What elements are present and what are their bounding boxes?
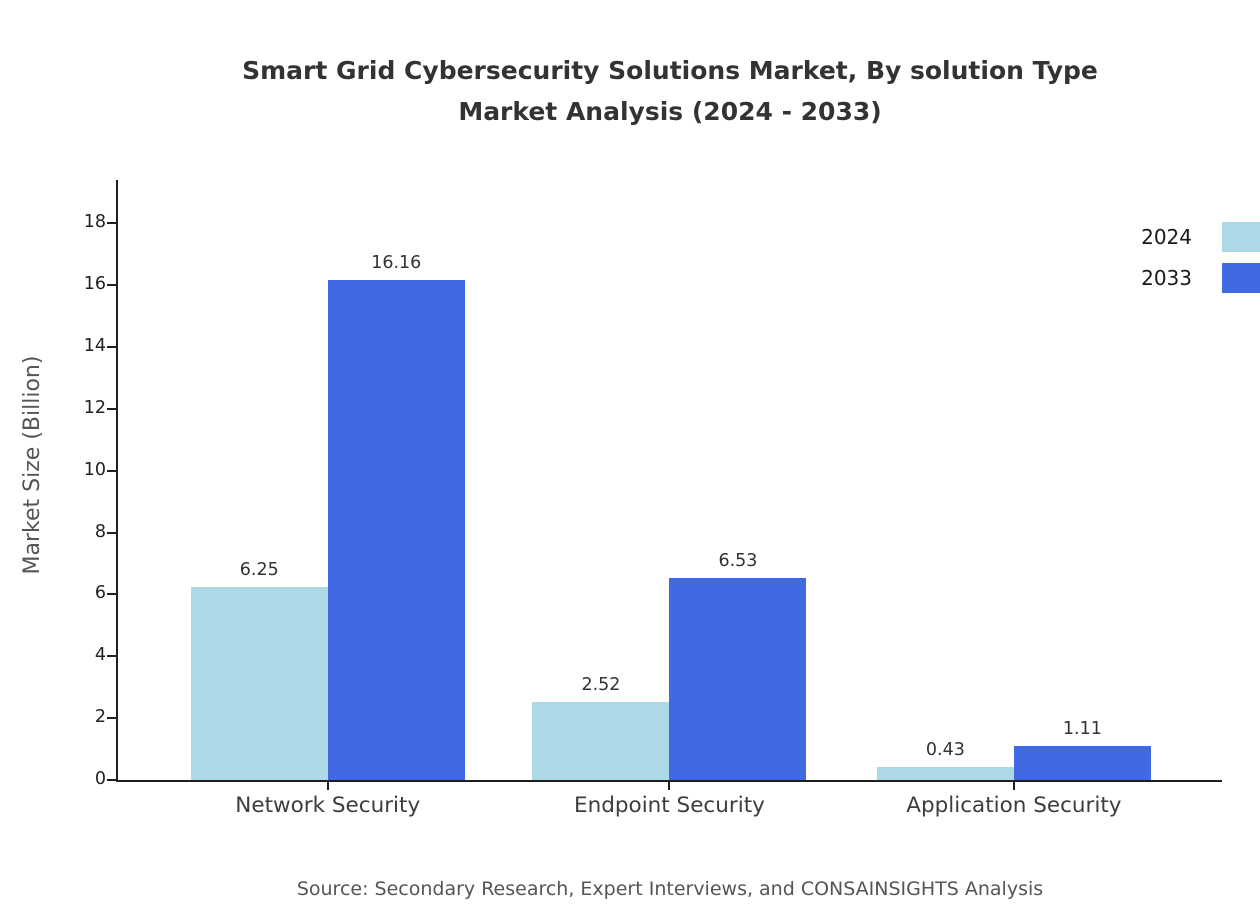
y-axis-line <box>116 180 118 782</box>
y-tick-label: 10 <box>83 459 106 480</box>
bar-2033-0 <box>327 280 465 780</box>
y-tick-mark <box>107 593 116 596</box>
y-tick-label: 12 <box>83 397 106 418</box>
legend-swatch-2033 <box>1222 263 1260 293</box>
legend-label: 2024 <box>1141 225 1192 249</box>
y-tick-mark <box>107 346 116 348</box>
legend-item: 2024 <box>1141 222 1260 252</box>
y-tick-mark <box>107 779 116 781</box>
legend-label: 2033 <box>1141 266 1192 290</box>
y-tick-mark <box>107 222 116 225</box>
y-tick-label: 2 <box>94 707 106 728</box>
chart-title-line1: Smart Grid Cybersecurity Solutions Marke… <box>242 56 1098 85</box>
legend-swatch-2024 <box>1222 222 1260 252</box>
bar-value-label: 6.53 <box>718 551 758 572</box>
x-tick-mark <box>668 782 671 790</box>
y-tick-label: 8 <box>94 521 106 542</box>
y-tick-mark <box>107 531 116 534</box>
source-note: Source: Secondary Research, Expert Inter… <box>296 878 1044 900</box>
y-tick-mark <box>107 284 116 287</box>
bar-2033-1 <box>669 578 807 780</box>
y-tick-label: 16 <box>83 274 106 295</box>
bar-value-label: 0.43 <box>925 739 965 760</box>
y-tick-label: 18 <box>83 212 106 233</box>
legend-item: 2033 <box>1141 263 1260 293</box>
y-tick-mark <box>107 407 116 410</box>
bar-value-label: 6.25 <box>239 559 279 580</box>
y-tick-label: 6 <box>94 583 106 604</box>
x-axis-line <box>116 780 1222 782</box>
chart-title-line2: Market Analysis (2024 - 2033) <box>458 97 882 126</box>
bar-value-label: 2.52 <box>581 675 621 696</box>
bar-value-label: 1.11 <box>1062 718 1102 739</box>
bar-value-label: 16.16 <box>371 253 422 274</box>
x-category-label: Network Security <box>235 793 421 818</box>
bar-2024-1 <box>532 702 670 780</box>
y-tick-label: 14 <box>83 336 106 356</box>
y-tick-mark <box>107 717 116 720</box>
x-category-label: Application Security <box>906 793 1122 818</box>
bar-2033-2 <box>1013 745 1151 780</box>
x-tick-mark <box>326 782 329 790</box>
chart-title: Smart Grid Cybersecurity Solutions Marke… <box>80 50 1260 132</box>
legend: 2024 2033 <box>1141 222 1260 304</box>
x-tick-mark <box>1012 782 1015 790</box>
bar-2024-0 <box>190 586 328 780</box>
y-tick-mark <box>107 655 116 658</box>
bar-2024-2 <box>876 766 1014 780</box>
x-category-label: Endpoint Security <box>574 793 765 818</box>
y-tick-label: 4 <box>94 645 106 666</box>
y-tick-mark <box>107 469 116 472</box>
y-tick-label: 0 <box>94 769 106 789</box>
